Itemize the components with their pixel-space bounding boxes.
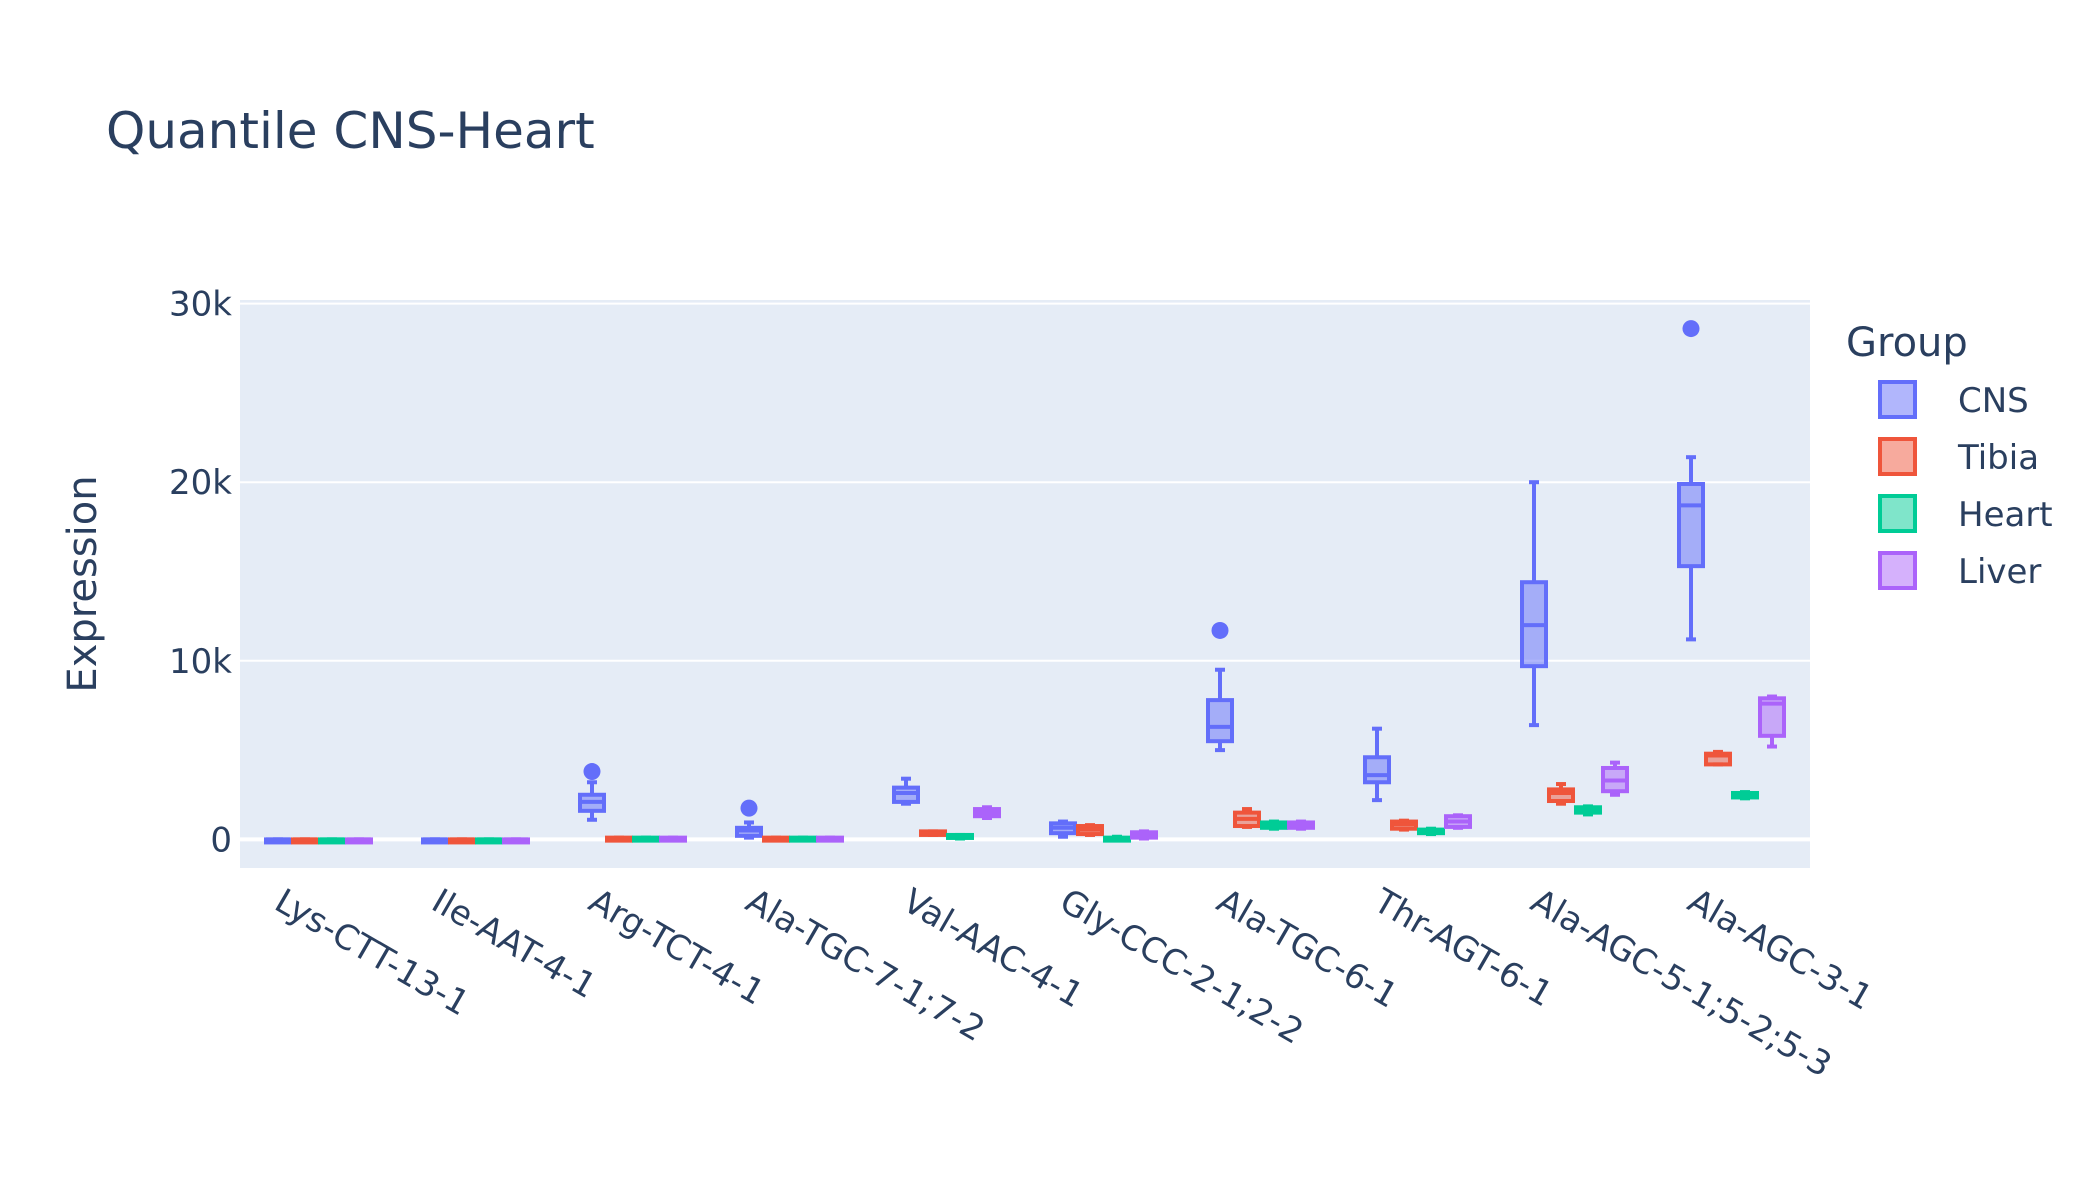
y-axis-label: Expression xyxy=(60,475,106,692)
legend-swatch xyxy=(1878,551,1917,590)
legend-items: CNS Tibia Heart Liver xyxy=(1878,380,2053,592)
legend-swatch xyxy=(1878,380,1917,419)
box-cns-9 xyxy=(1677,481,1705,569)
legend-label: Liver xyxy=(1958,552,2041,592)
outlier-point xyxy=(1682,320,1700,338)
plot-area xyxy=(240,300,1810,868)
legend-item-heart: Heart xyxy=(1878,494,2053,535)
legend-item-liver: Liver xyxy=(1878,551,2041,592)
series-cns xyxy=(264,320,1705,845)
x-tick-label: Ala-AGC-5-1;5-2;5-3 xyxy=(1524,881,1838,1085)
box-cns-7 xyxy=(1363,755,1391,785)
legend-item-cns: CNS xyxy=(1878,380,2029,421)
x-tick-label: Arg-TCT-4-1 xyxy=(582,881,771,1013)
box-cns-6 xyxy=(1206,698,1234,744)
legend-swatch xyxy=(1878,437,1917,476)
legend-item-tibia: Tibia xyxy=(1878,437,2039,478)
x-axis-ticks: Lys-CTT-13-1Ile-AAT-4-1Arg-TCT-4-1Ala-TG… xyxy=(268,881,1879,1086)
y-tick-label: 0 xyxy=(210,820,232,860)
legend-title: Group xyxy=(1846,320,1968,366)
series-liver xyxy=(345,694,1786,845)
series-tibia xyxy=(291,749,1732,845)
outlier-point xyxy=(740,799,758,817)
outlier-point xyxy=(1211,621,1229,639)
legend-label: CNS xyxy=(1958,381,2029,421)
box-series xyxy=(264,320,1786,845)
y-axis-ticks: 0 10k 20k 30k xyxy=(169,285,232,861)
chart-title: Quantile CNS-Heart xyxy=(106,102,595,160)
series-heart xyxy=(318,790,1759,845)
legend-label: Heart xyxy=(1958,495,2053,535)
y-tick-label: 20k xyxy=(169,463,232,503)
outlier-point xyxy=(583,763,601,781)
legend-swatch xyxy=(1878,494,1917,533)
y-tick-label: 30k xyxy=(169,285,232,325)
legend-label: Tibia xyxy=(1957,438,2039,478)
legend: Group CNS Tibia Heart Liver xyxy=(1846,320,2053,592)
box-tibia-8 xyxy=(1547,787,1575,804)
y-tick-label: 10k xyxy=(169,642,232,682)
